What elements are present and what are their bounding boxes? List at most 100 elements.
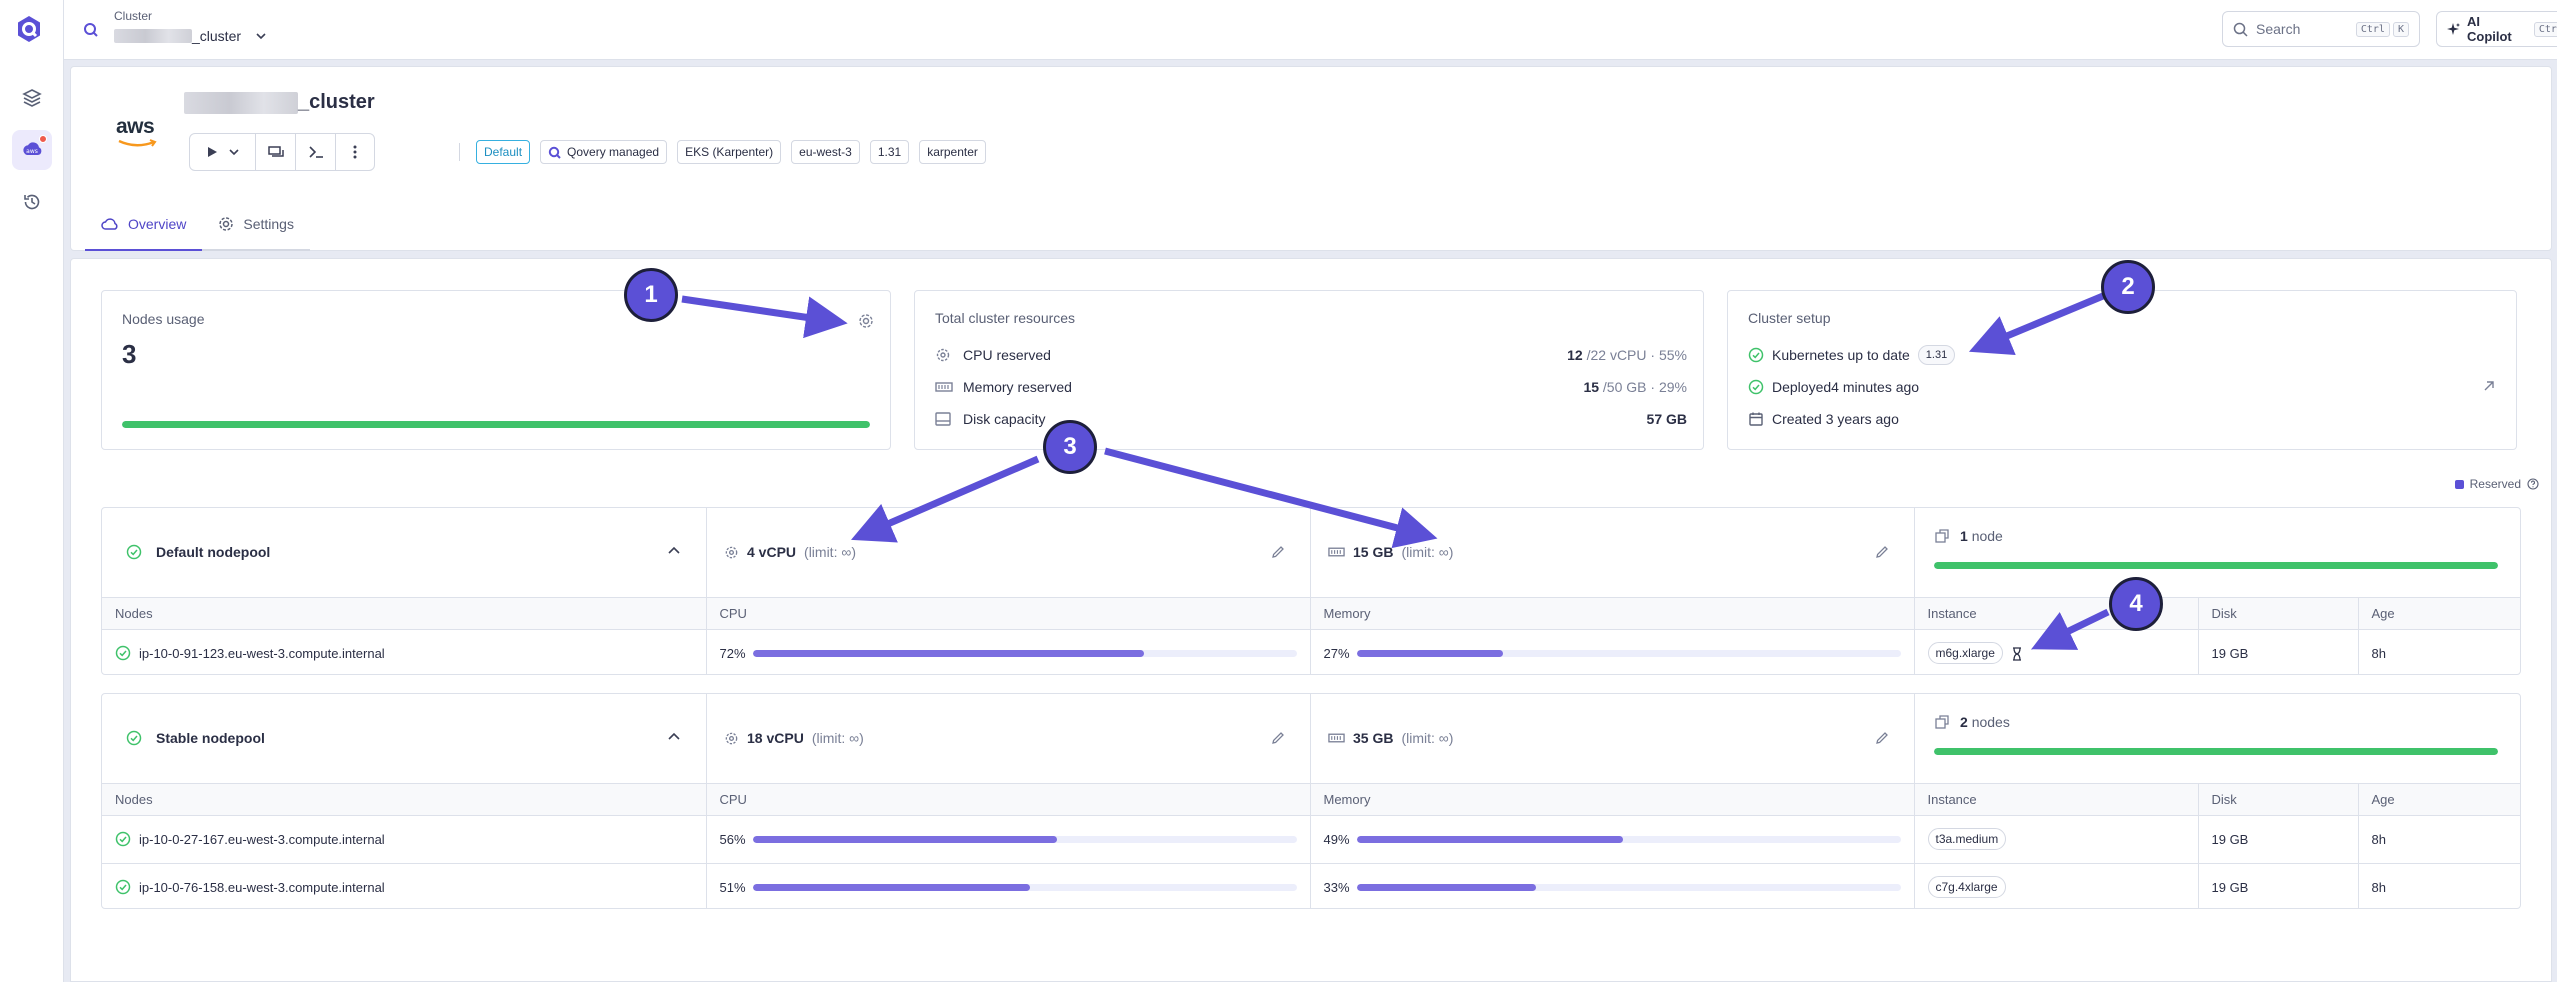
cpu-usage-bar [752,883,1297,891]
cpu-reserved-pct: 55% [1658,347,1687,363]
nodepool-cpu: 4 vCPU (limit: ∞) [724,544,856,560]
cpu-icon [724,545,739,560]
search-icon [2233,22,2248,37]
more-button[interactable] [336,134,374,170]
resources-card: Total cluster resources CPU reserved 12 … [914,290,1704,450]
nodepool-name: Default nodepool [156,544,271,560]
k8s-status-label: Kubernetes up to date [1772,347,1910,363]
chevron-up-icon[interactable] [666,542,682,558]
col-memory: Memory [1310,598,1915,630]
cpu-reserved-row: CPU reserved 12 /22 vCPU · 55% [935,343,1687,367]
memory-usage-cell: 49% [1324,832,1914,847]
provider-name: aws [116,115,155,138]
cpu-usage-pct: 56% [719,831,746,847]
notification-dot [39,135,47,143]
edit-cpu-icon[interactable] [1270,730,1286,746]
node-name-cell: ip-10-0-27-167.eu-west-3.compute.interna… [115,831,706,847]
memory-icon [935,381,953,393]
cpu-usage-bar [752,649,1297,657]
nodepool-memory-value: 15 GB [1353,544,1394,560]
cluster-selector[interactable]: _cluster [114,28,267,44]
nodepool-cpu-limit: (limit: ∞) [804,544,856,560]
edit-memory-icon[interactable] [1874,730,1890,746]
cluster-nav-icon[interactable]: aws [12,130,52,170]
search-input[interactable]: Search Ctrl K [2222,11,2420,47]
created-label: Created 3 years ago [1772,411,1899,427]
chevron-up-icon[interactable] [666,728,682,744]
tab-settings-label: Settings [243,216,294,232]
age-cell: 8h [2371,879,2386,895]
annotation-marker-4: 4 [2109,577,2163,631]
memory-reserved-pct: 29% [1658,379,1687,395]
age-cell: 8h [2358,815,2520,864]
tab-overview[interactable]: Overview [85,199,203,251]
memory-icon [1328,732,1345,744]
divider [1914,694,1915,784]
qovery-logo[interactable] [14,14,44,44]
edit-cpu-icon[interactable] [1270,544,1286,560]
nodes-table: Nodes CPU Memory Instance Disk Age ip-10… [102,784,2520,908]
nodes-usage-title: Nodes usage [122,311,205,327]
nodepool-title: Stable nodepool [126,730,265,746]
col-nodes: Nodes [102,784,707,816]
external-link-icon[interactable] [2482,379,2496,393]
search-kbd-ctrl: Ctrl [2355,21,2390,37]
resources-title: Total cluster resources [935,310,1076,326]
check-circle-icon [126,730,142,746]
cluster-header: aws _cluster Default Qovery managed EKS … [70,66,2552,251]
table-row[interactable]: ip-10-0-27-167.eu-west-3.compute.interna… [102,815,2520,864]
cpu-usage-cell: 72% [720,646,1310,661]
search-label: Search [2256,21,2301,37]
cpu-reserved-value: 12 [1567,347,1583,363]
table-row[interactable]: ip-10-0-76-158.eu-west-3.compute.interna… [102,863,2520,908]
disk-capacity-value: 57 GB [1646,411,1687,427]
nodepool-node-fill [1934,562,2498,569]
tab-settings[interactable]: Settings [202,199,310,251]
history-icon[interactable] [18,188,46,216]
memory-reserved-value: 15 [1583,379,1600,395]
nodepool-node-count: 2 nodes [1934,714,2010,730]
help-icon[interactable] [2527,478,2539,490]
check-circle-icon [115,879,131,895]
cluster-setup-card: Cluster setup Kubernetes up to date 1.31… [1727,290,2517,450]
deployed-label: Deployed4 minutes ago [1772,379,1920,395]
ai-copilot-button[interactable]: AI Copilot Ctrl i [2436,11,2557,47]
qovery-icon [548,145,562,159]
logs-button[interactable] [256,134,296,170]
memory-usage-bar [1356,883,1901,891]
cluster-actions [189,133,375,171]
tab-overview-label: Overview [128,216,187,232]
copilot-kbd-ctrl: Ctrl [2533,21,2557,37]
dot-separator: · [1650,379,1656,395]
check-circle-icon [1748,347,1764,363]
divider [1914,508,1915,598]
disk-capacity-label: Disk capacity [963,411,1046,427]
nodepool-cpu: 18 vCPU (limit: ∞) [724,730,864,746]
table-row[interactable]: ip-10-0-91-123.eu-west-3.compute.interna… [102,629,2520,674]
deploy-button[interactable] [190,134,256,170]
layers-icon[interactable] [18,84,46,112]
terminal-button[interactable] [296,134,336,170]
nodepool-node-bar [1934,562,2498,569]
nodepool-memory-limit: (limit: ∞) [1401,730,1454,746]
redacted-name [114,29,192,43]
nodepool-node-bar [1934,748,2498,755]
sparkle-icon [2447,22,2461,36]
cluster-tabs: Overview Settings [85,199,310,251]
cpu-icon [935,347,953,363]
check-circle-icon [1748,379,1764,395]
chevron-down-icon [255,30,267,42]
gear-icon[interactable] [858,313,874,329]
node-count-word: nodes [1971,714,2010,730]
nodepool-memory: 15 GB (limit: ∞) [1328,544,1453,560]
node-name: ip-10-0-91-123.eu-west-3.compute.interna… [139,645,385,661]
nodes-usage-bar [122,421,870,428]
memory-reserved-label: Memory reserved [963,379,1072,395]
nodepool-default: Default nodepool 4 vCPU (limit: ∞) 15 GB (… [101,507,2521,675]
col-memory: Memory [1310,784,1915,816]
annotation-marker-1: 1 [624,268,678,322]
cpu-usage-cell: 51% [720,880,1310,895]
col-cpu: CPU [706,598,1311,630]
memory-usage-cell: 27% [1324,646,1914,661]
edit-memory-icon[interactable] [1874,544,1890,560]
